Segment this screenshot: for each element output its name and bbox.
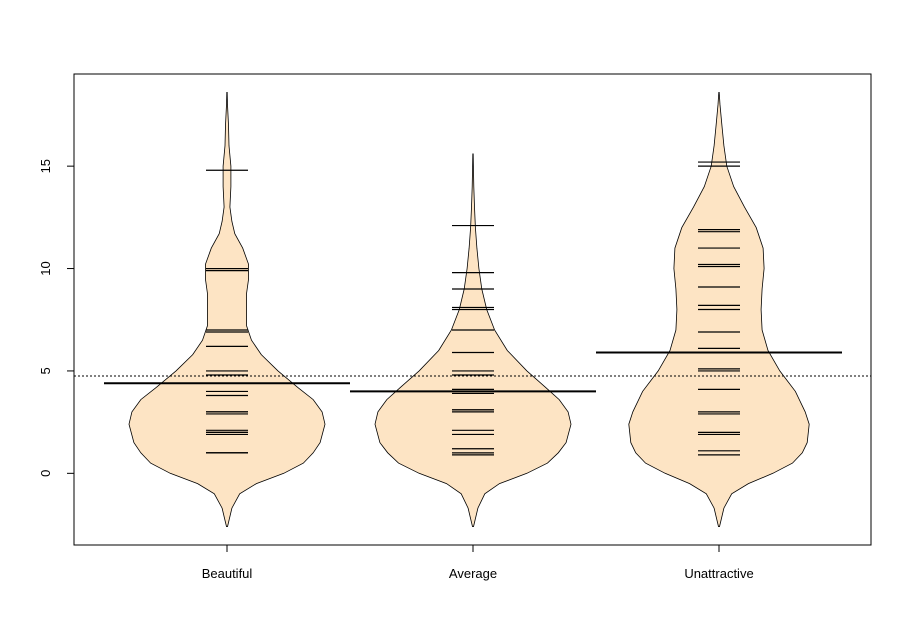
group-means-layer (104, 351, 842, 393)
y-tick-label: 5 (38, 367, 53, 374)
y-tick-label: 10 (38, 261, 53, 275)
beans-layer (128, 92, 810, 527)
bean-density-shape (128, 92, 326, 527)
y-tick-label: 15 (38, 159, 53, 173)
bean-density-shape (374, 153, 572, 527)
x-tick-label: Beautiful (202, 566, 253, 581)
bean-beautiful (128, 92, 326, 527)
bean-average (374, 153, 572, 527)
bean-unattractive (628, 92, 810, 527)
x-tick-label: Average (449, 566, 497, 581)
x-tick-label: Unattractive (684, 566, 753, 581)
x-axis: Beautiful Average Unattractive (202, 544, 754, 581)
y-axis: 0 5 10 15 (38, 159, 75, 477)
y-tick-label: 0 (38, 470, 53, 477)
